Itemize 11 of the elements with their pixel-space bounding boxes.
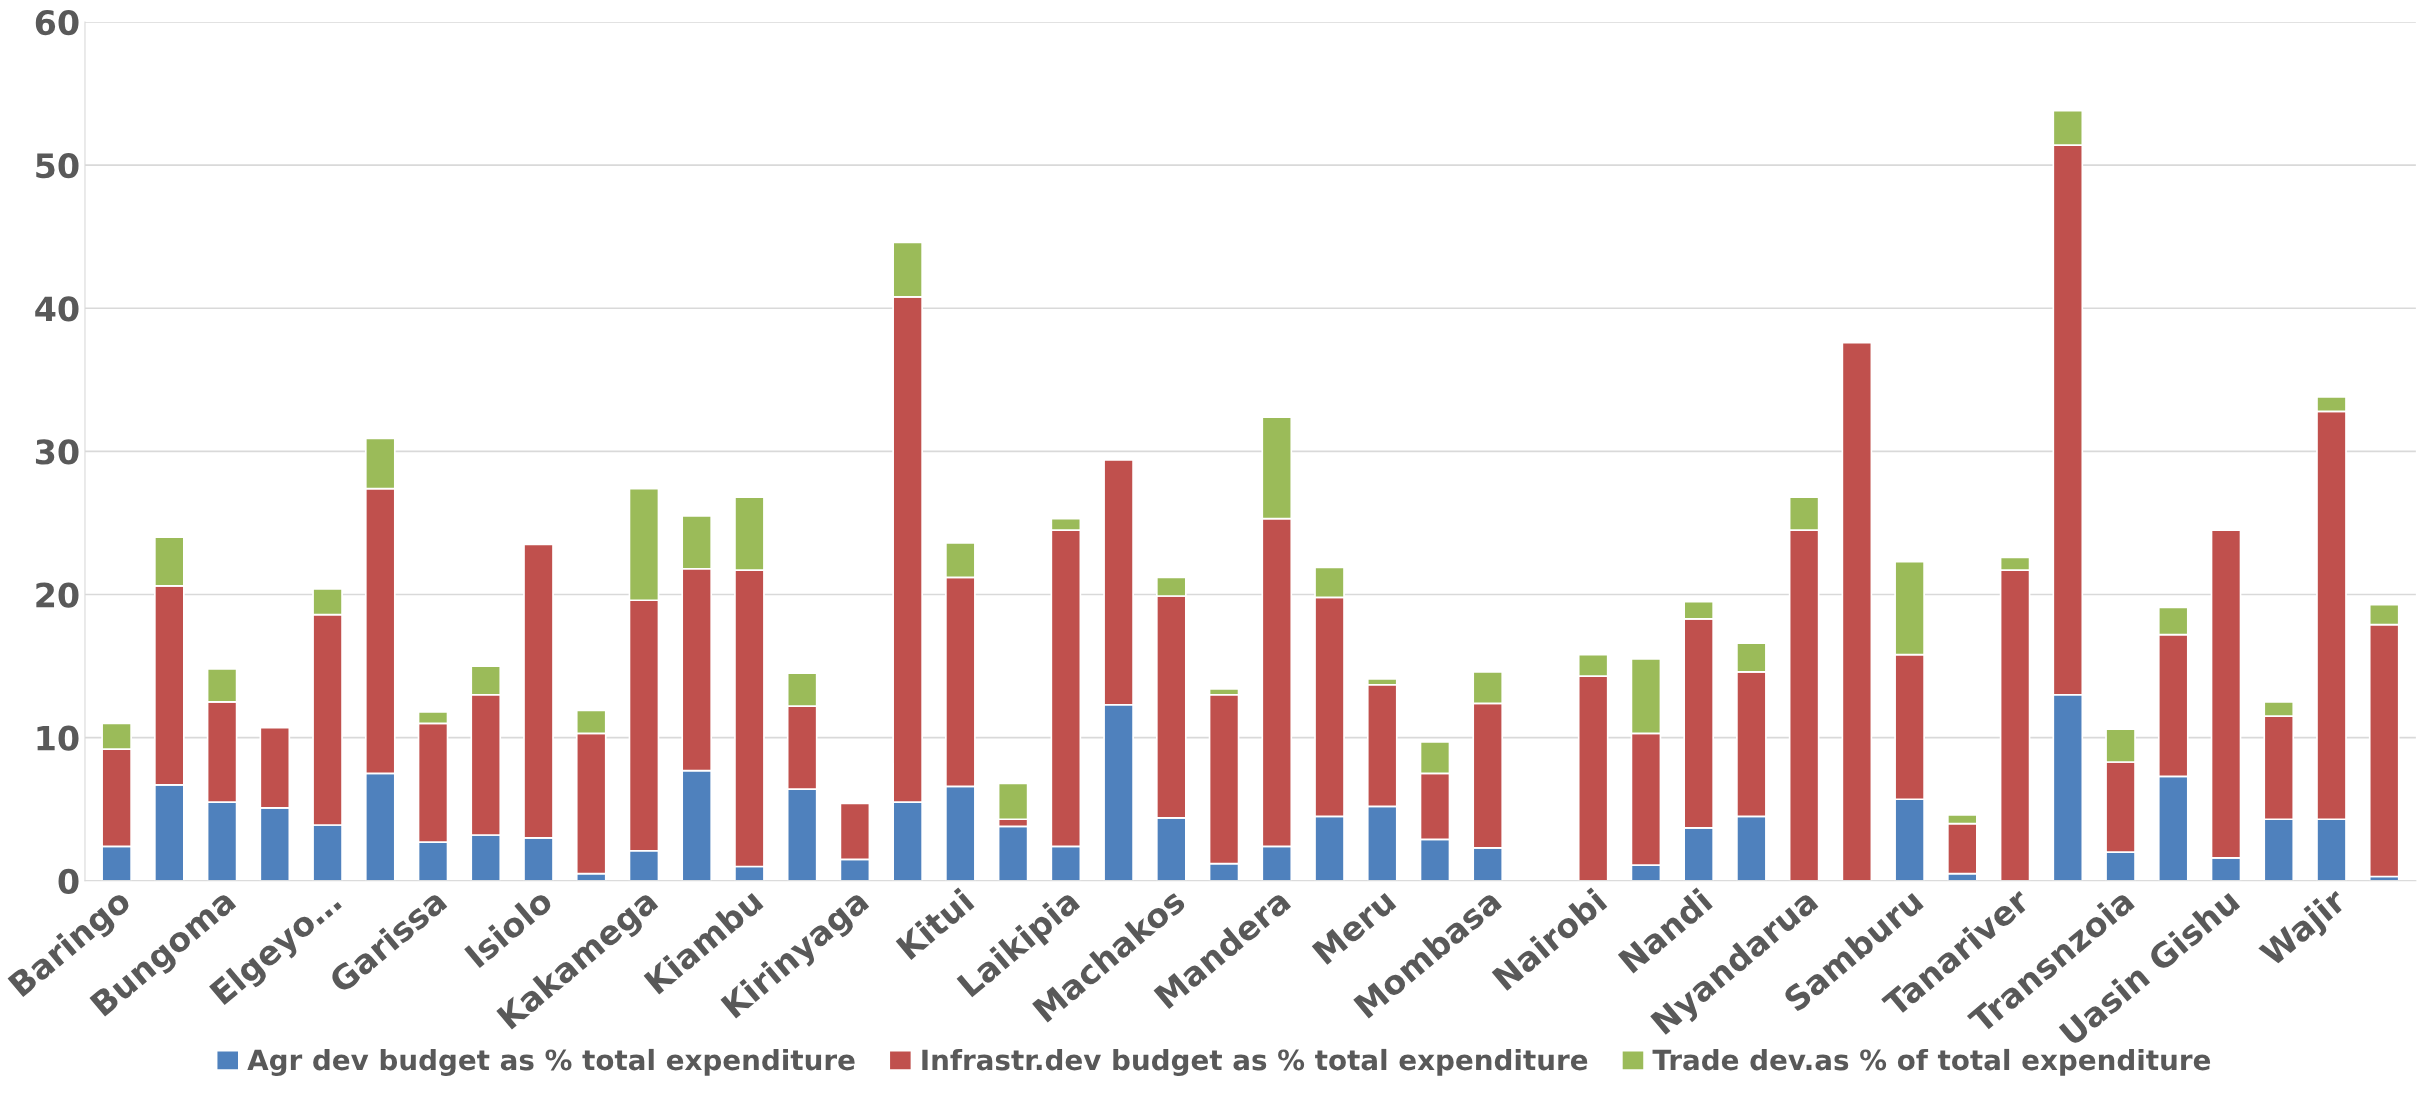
y-tick-label: 10: [37, 725, 79, 751]
legend-label: Infrastr.dev budget as % total expenditure: [922, 1048, 1588, 1076]
y-tick-label: 30: [35, 439, 79, 465]
y-tick-label: 50: [36, 153, 79, 179]
legend-label: Agr dev budget as % total expenditure: [247, 1048, 855, 1076]
y-tick-label: 60: [35, 9, 79, 36]
legend-label: Trade dev.as % of total expenditure: [1652, 1048, 2211, 1076]
bar: [1841, 341, 1873, 881]
y-tick-label: 20: [36, 582, 79, 608]
y-tick-label: 0: [58, 868, 79, 894]
y-tick-label: 40: [35, 296, 79, 322]
